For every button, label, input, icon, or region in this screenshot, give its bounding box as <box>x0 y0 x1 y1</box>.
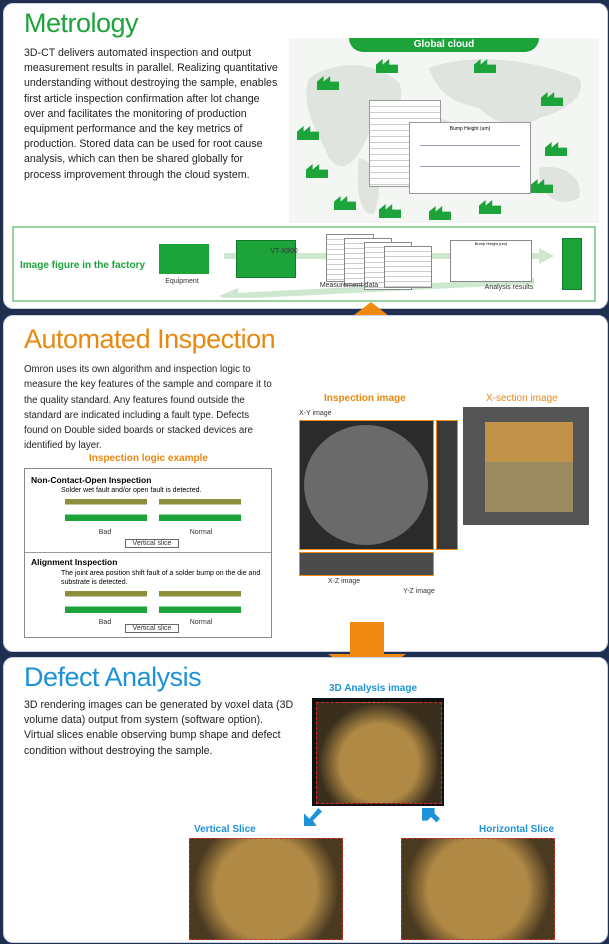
xz-label: X-Z image <box>327 578 361 585</box>
nc-title: Non-Contact-Open Inspection <box>31 475 152 485</box>
align-vslice-label: Vertical slice <box>125 624 179 633</box>
defect-title: Defect Analysis <box>24 662 202 692</box>
defect-panel: Defect Analysis 3D rendering images can … <box>3 657 608 943</box>
nc-bad-label: Bad <box>98 529 112 536</box>
measurement-sheet <box>384 246 432 288</box>
align-bad-label: Bad <box>98 619 112 626</box>
factory-strip: Image figure in the factory Equipment VT… <box>12 226 596 302</box>
nc-normal-diagram <box>159 499 241 521</box>
automated-panel: Automated Inspection Omron uses its own … <box>3 315 608 652</box>
equipment-label: Equipment <box>165 278 199 285</box>
xy-image <box>299 420 434 550</box>
analysis-image-title: 3D Analysis image <box>329 683 418 694</box>
nc-normal-label: Normal <box>189 529 213 536</box>
metrology-text: 3D-CT delivers automated inspection and … <box>24 47 278 181</box>
horizontal-slice-image <box>401 838 555 940</box>
nc-vslice-label: Vertical slice <box>125 539 179 548</box>
server-icon <box>562 238 582 290</box>
metrology-panel: Metrology 3D-CT delivers automated inspe… <box>3 3 608 309</box>
xsection-image-title: X-section image <box>486 393 558 404</box>
vertical-slice-image <box>189 838 343 940</box>
cloud-chart-dots <box>420 145 520 167</box>
global-cloud-banner <box>349 38 539 52</box>
yz-label: Y-Z image <box>403 588 435 595</box>
automated-text: Omron uses its own algorithm and inspect… <box>24 364 272 452</box>
automated-title: Automated Inspection <box>24 324 276 354</box>
nc-bad-diagram <box>65 499 147 521</box>
align-normal-label: Normal <box>189 619 213 626</box>
horizontal-slice-title: Horizontal Slice <box>479 824 555 835</box>
factory-strip-label: Image figure in the factory <box>20 260 146 271</box>
cloud-chart-title: Bump Height (um) <box>449 126 491 132</box>
nc-desc: Solder wet fault and/or open fault is de… <box>61 487 202 494</box>
vt-x900-label: VT-X900 <box>270 248 298 255</box>
align-desc: The joint area position shift fault of a… <box>61 570 261 586</box>
logic-box: Non-Contact-Open Inspection Solder wet f… <box>24 468 272 638</box>
defect-text: 3D rendering images can be generated by … <box>24 699 294 757</box>
arrow-right-icon <box>422 808 440 823</box>
yz-image <box>436 420 458 550</box>
metrology-title: Metrology <box>24 8 139 38</box>
analysis-chart: Bump Height (um) <box>450 240 532 282</box>
align-bad-diagram <box>65 591 147 613</box>
measurement-label: Measurement data <box>319 282 379 289</box>
xz-image <box>299 552 434 576</box>
vt-x900-icon <box>236 240 296 278</box>
align-normal-diagram <box>159 591 241 613</box>
vertical-slice-title: Vertical Slice <box>194 824 256 835</box>
logic-divider <box>25 552 271 553</box>
align-title: Alignment Inspection <box>31 557 118 567</box>
global-cloud-label: Global cloud <box>413 39 475 50</box>
analysis-3d-image <box>312 698 444 806</box>
analysis-label: Analysis results <box>484 284 534 291</box>
xy-label: X-Y image <box>299 410 332 417</box>
analysis-chart-title: Bump Height (um) <box>474 241 508 246</box>
logic-title: Inspection logic example <box>89 453 208 464</box>
inspection-image-title: Inspection image <box>324 393 406 404</box>
xsection-image <box>463 407 589 525</box>
arrow-left-icon <box>304 808 322 826</box>
equipment-icon <box>159 244 209 274</box>
cloud-chart: Bump Height (um) <box>409 122 531 194</box>
